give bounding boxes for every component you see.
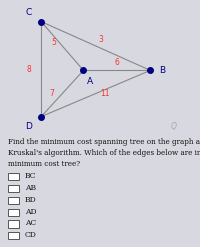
Text: AC: AC — [25, 219, 36, 227]
Text: D: D — [25, 123, 32, 131]
Text: Q: Q — [171, 122, 177, 131]
FancyBboxPatch shape — [8, 185, 19, 192]
Text: 7: 7 — [49, 89, 54, 98]
Text: C: C — [26, 8, 32, 17]
FancyBboxPatch shape — [8, 197, 19, 204]
Text: Find the minimum cost spanning tree on the graph above using: Find the minimum cost spanning tree on t… — [8, 138, 200, 146]
Text: 5: 5 — [51, 38, 56, 47]
Text: BD: BD — [25, 196, 37, 204]
FancyBboxPatch shape — [8, 173, 19, 180]
FancyBboxPatch shape — [8, 220, 19, 228]
Text: 8: 8 — [27, 65, 31, 74]
Text: A: A — [87, 78, 94, 86]
Text: AD: AD — [25, 207, 37, 216]
Text: BC: BC — [25, 172, 36, 180]
Text: AB: AB — [25, 184, 36, 192]
Text: 3: 3 — [99, 35, 103, 44]
Text: B: B — [160, 66, 166, 75]
FancyBboxPatch shape — [8, 208, 19, 216]
Text: 6: 6 — [114, 58, 119, 67]
Text: Kruskal's algorithm. Which of the edges below are included in the: Kruskal's algorithm. Which of the edges … — [8, 149, 200, 157]
FancyBboxPatch shape — [8, 232, 19, 239]
Text: CD: CD — [25, 231, 37, 239]
Text: minimum cost tree?: minimum cost tree? — [8, 161, 80, 168]
Text: 11: 11 — [100, 89, 109, 98]
